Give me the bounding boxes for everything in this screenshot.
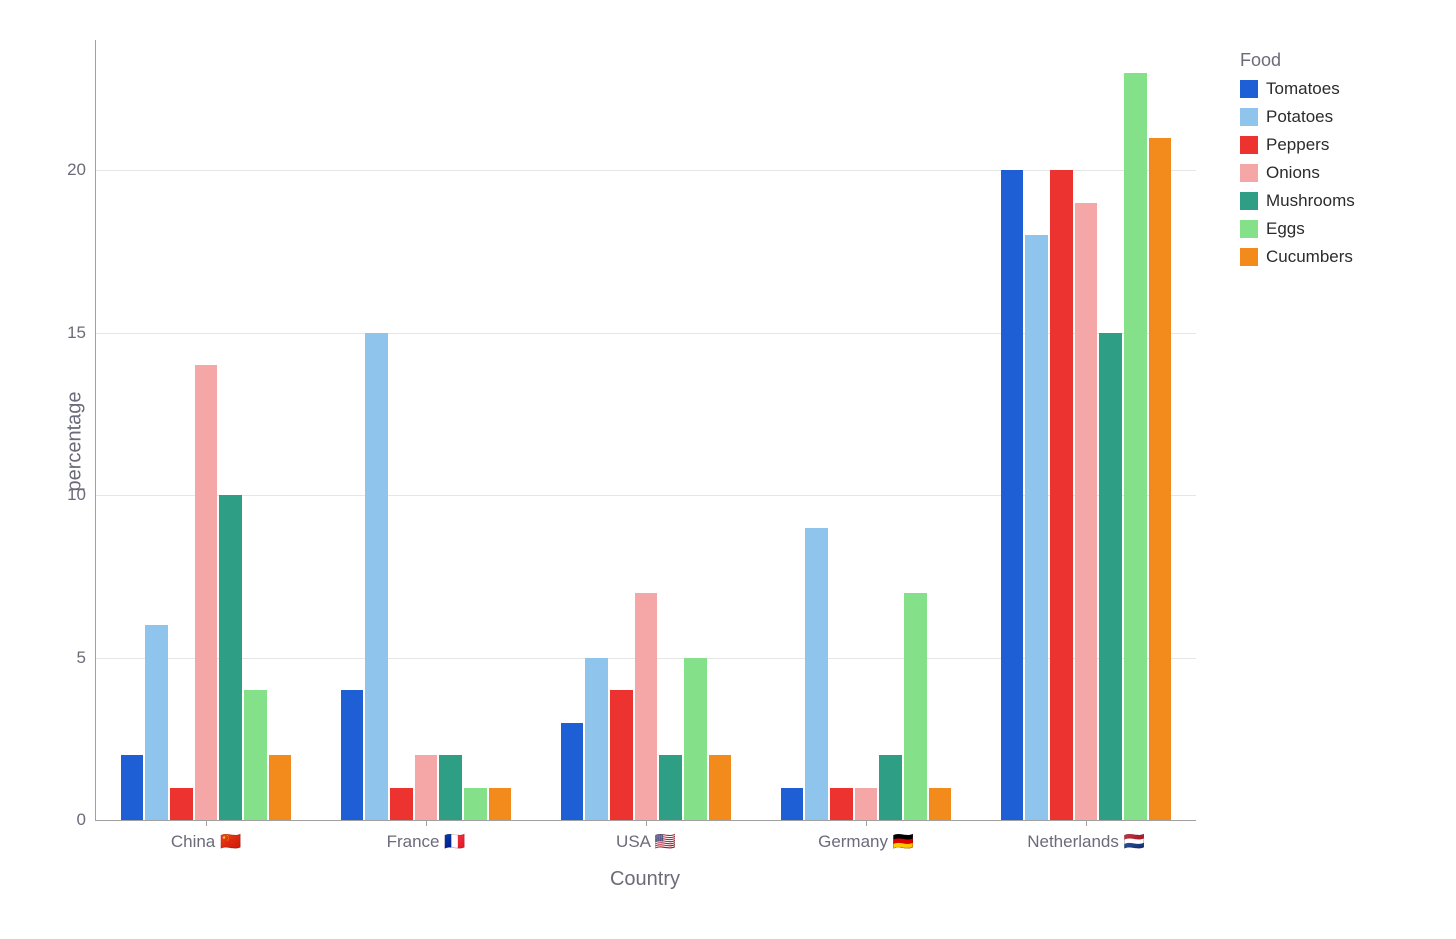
y-tick-label: 15 — [67, 323, 86, 343]
bar — [1124, 73, 1147, 821]
x-axis-title: Country — [610, 868, 680, 891]
legend-item: Eggs — [1240, 219, 1355, 239]
legend: Food Tomatoes Potatoes Peppers Onions Mushro… — [1240, 50, 1355, 267]
bar — [489, 788, 512, 821]
legend-item: Cucumbers — [1240, 247, 1355, 267]
x-tick — [866, 820, 867, 826]
legend-label: Onions — [1266, 163, 1320, 183]
bar — [585, 658, 608, 821]
bar — [341, 690, 364, 820]
x-tick — [206, 820, 207, 826]
bar — [1025, 235, 1048, 820]
bar — [1050, 170, 1073, 820]
legend-swatch — [1240, 80, 1258, 98]
bar — [709, 755, 732, 820]
bar — [1149, 138, 1172, 821]
bar — [610, 690, 633, 820]
x-tick-label: USA 🇺🇸 — [616, 832, 676, 852]
bar — [830, 788, 853, 821]
legend-swatch — [1240, 108, 1258, 126]
legend-label: Eggs — [1266, 219, 1305, 239]
bar — [195, 365, 218, 820]
legend-item: Mushrooms — [1240, 191, 1355, 211]
bar — [145, 625, 168, 820]
bar — [244, 690, 267, 820]
x-tick — [1086, 820, 1087, 826]
bar — [439, 755, 462, 820]
legend-swatch — [1240, 192, 1258, 210]
x-tick-label: Germany 🇩🇪 — [818, 832, 914, 852]
bar — [269, 755, 292, 820]
legend-swatch — [1240, 164, 1258, 182]
bar — [879, 755, 902, 820]
x-tick-label: China 🇨🇳 — [171, 832, 241, 852]
legend-item: Potatoes — [1240, 107, 1355, 127]
plot-area: 05101520China 🇨🇳France 🇫🇷USA 🇺🇸Germany 🇩… — [95, 40, 1196, 821]
legend-label: Peppers — [1266, 135, 1329, 155]
x-tick-label: Netherlands 🇳🇱 — [1027, 832, 1145, 852]
legend-label: Cucumbers — [1266, 247, 1353, 267]
bar — [855, 788, 878, 821]
legend-item: Peppers — [1240, 135, 1355, 155]
bar — [415, 755, 438, 820]
bar — [1075, 203, 1098, 821]
legend-swatch — [1240, 136, 1258, 154]
bar — [635, 593, 658, 821]
grouped-bar-chart: 05101520China 🇨🇳France 🇫🇷USA 🇺🇸Germany 🇩… — [0, 0, 1456, 939]
bar — [684, 658, 707, 821]
x-tick — [426, 820, 427, 826]
legend-item: Onions — [1240, 163, 1355, 183]
bar — [365, 333, 388, 821]
legend-title: Food — [1240, 50, 1355, 71]
bar — [561, 723, 584, 821]
legend-label: Mushrooms — [1266, 191, 1355, 211]
bar — [904, 593, 927, 821]
bar — [219, 495, 242, 820]
bar — [1099, 333, 1122, 821]
legend-label: Tomatoes — [1266, 79, 1340, 99]
bar — [929, 788, 952, 821]
bar — [781, 788, 804, 821]
x-tick-label: France 🇫🇷 — [387, 832, 466, 852]
bar — [390, 788, 413, 821]
y-axis-title: percentage — [64, 391, 87, 491]
legend-swatch — [1240, 248, 1258, 266]
bar — [170, 788, 193, 821]
bar — [1001, 170, 1024, 820]
gridline — [96, 170, 1196, 171]
x-tick — [646, 820, 647, 826]
y-tick-label: 20 — [67, 160, 86, 180]
legend-label: Potatoes — [1266, 107, 1333, 127]
y-tick-label: 0 — [77, 810, 86, 830]
legend-item: Tomatoes — [1240, 79, 1355, 99]
y-tick-label: 5 — [77, 648, 86, 668]
legend-swatch — [1240, 220, 1258, 238]
bar — [659, 755, 682, 820]
bar — [805, 528, 828, 821]
bar — [464, 788, 487, 821]
bar — [121, 755, 144, 820]
